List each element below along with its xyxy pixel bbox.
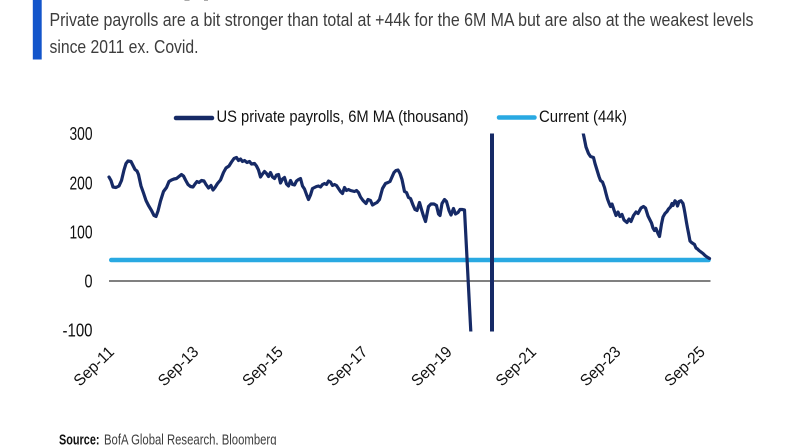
svg-text:Sep-21: Sep-21	[493, 344, 540, 390]
svg-text:Sep-17: Sep-17	[324, 344, 371, 390]
svg-text:Sep-13: Sep-13	[155, 344, 202, 390]
svg-text:200: 200	[70, 173, 93, 193]
svg-text:Sep-11: Sep-11	[71, 344, 118, 390]
svg-text:Sep-25: Sep-25	[662, 344, 709, 390]
svg-text:since 2011 ex. Covid.: since 2011 ex. Covid.	[50, 36, 199, 57]
svg-text:Source:: Source:	[59, 432, 100, 445]
svg-text:300: 300	[70, 124, 93, 144]
svg-text:0: 0	[85, 272, 93, 292]
svg-text:BofA Global Research, Bloomber: BofA Global Research, Bloomberg	[104, 432, 277, 445]
svg-text:100: 100	[70, 222, 93, 242]
svg-text:Current (44k): Current (44k)	[539, 107, 627, 126]
svg-text:Sep-15: Sep-15	[240, 344, 287, 390]
svg-text:-100: -100	[63, 321, 93, 341]
svg-text:Sep-19: Sep-19	[409, 344, 456, 390]
svg-text:Private payrolls are a bit str: Private payrolls are a bit stronger than…	[50, 9, 754, 30]
svg-text:Sep-23: Sep-23	[577, 344, 624, 390]
svg-text:US private payrolls, 6M MA (th: US private payrolls, 6M MA (thousand)	[217, 107, 469, 126]
